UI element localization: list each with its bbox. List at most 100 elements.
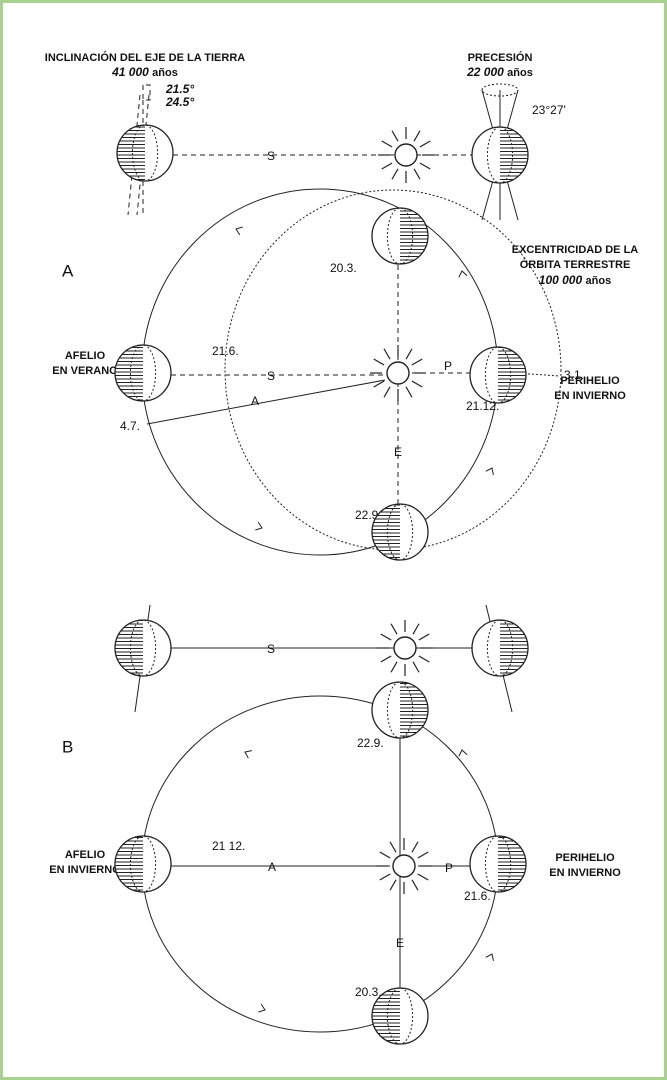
globe-grid (386, 207, 414, 265)
precession-period: 22 000 años (466, 65, 533, 79)
globe-grid (486, 619, 514, 677)
aphelion: AFELIO (65, 350, 106, 362)
angle: 23°27' (532, 103, 566, 117)
period: 100 000 (539, 273, 583, 287)
label: E (396, 936, 404, 950)
globe-shade (115, 620, 143, 676)
sun-ray (379, 873, 391, 881)
date: 20.3. (330, 261, 357, 275)
sun-ray (391, 168, 399, 180)
arrow (244, 750, 252, 759)
globe-grid (129, 619, 157, 677)
sun-ray (411, 841, 419, 853)
sun-ray (373, 358, 385, 366)
globe-shade (498, 347, 526, 403)
sun-ray (412, 661, 420, 673)
sun-ray (390, 623, 398, 635)
globe-grid (131, 124, 159, 182)
globe-grid (129, 835, 157, 893)
panel-letter: B (62, 737, 73, 756)
sun (393, 636, 417, 660)
period: 22 000 (466, 65, 504, 79)
date: 22.9. (357, 736, 384, 750)
globe-grid (386, 681, 414, 739)
sun-ray (419, 140, 431, 148)
arrow (485, 467, 494, 475)
arrow (255, 521, 263, 531)
perihelion: PERIHELIO (560, 375, 620, 387)
globe-shade (400, 682, 428, 738)
date: 3.1. (564, 368, 584, 382)
date: 21 12. (212, 839, 245, 853)
sun-ray (390, 661, 398, 673)
globe-shade (372, 504, 400, 560)
sun-ray (380, 633, 392, 641)
globe-grid (484, 346, 512, 404)
globe-shade (498, 836, 526, 892)
unit: años (507, 67, 533, 79)
globe-grid (386, 503, 414, 561)
tilt-title: INCLINACIÓN DEL EJE DE LA TIERRA (45, 51, 246, 64)
label: E (394, 445, 402, 459)
axis (127, 84, 151, 216)
aphelion: AFELIO (65, 849, 106, 861)
sun-ray (383, 348, 391, 360)
sun-ray (419, 162, 431, 170)
date: 21.6. (212, 344, 239, 358)
label: A (251, 394, 259, 408)
sun-ray (413, 168, 421, 180)
arrow (458, 749, 468, 757)
label: P (444, 359, 452, 373)
date: 4.7. (120, 419, 140, 433)
sun (394, 143, 418, 167)
unit: años (152, 67, 178, 79)
globe-shade (500, 620, 528, 676)
label: A (268, 860, 276, 874)
sun-ray (413, 130, 421, 142)
period: 41 000 (111, 65, 149, 79)
ecc: ÓRBITA TERRESTRE (520, 258, 631, 271)
sun-ray (405, 386, 413, 398)
line-label: S (267, 642, 275, 656)
sun-ray (389, 841, 397, 853)
globe-grid (129, 344, 157, 402)
label: P (445, 861, 453, 875)
sun-ray (417, 873, 429, 881)
sun-ray (381, 162, 393, 170)
sun-ray (412, 623, 420, 635)
sun-ray (381, 140, 393, 148)
line-label: S (267, 149, 275, 163)
sun-ray (383, 386, 391, 398)
arrow (235, 226, 243, 236)
sun-ray (373, 380, 385, 388)
unit: años (586, 275, 612, 287)
label: S (267, 369, 275, 383)
ecc-period: 100 000 años (539, 273, 611, 287)
globe-shade (115, 836, 143, 892)
arrow (258, 1003, 266, 1013)
aphelion: EN VERANO (52, 365, 118, 377)
globe-shade (400, 208, 428, 264)
perihelion: EN INVIERNO (554, 390, 626, 402)
globe-shade (117, 125, 145, 181)
sun-ray (411, 358, 423, 366)
arrow (458, 270, 468, 278)
precession-title: PRECESIÓN (468, 51, 533, 64)
globe-grid (484, 835, 512, 893)
globe-shade (500, 127, 528, 183)
sun-ray (391, 130, 399, 142)
sun-ray (411, 879, 419, 891)
sun-ray (380, 655, 392, 663)
aphelion: EN INVIERNO (49, 864, 121, 876)
sun-ray (417, 851, 429, 859)
angle: 24.5° (165, 95, 194, 109)
sun-ray (411, 380, 423, 388)
line (146, 379, 386, 425)
date: 20.3. (355, 985, 382, 999)
sun (386, 361, 410, 385)
sun-ray (389, 879, 397, 891)
panel-letter: A (62, 261, 74, 280)
sun-ray (418, 633, 430, 641)
